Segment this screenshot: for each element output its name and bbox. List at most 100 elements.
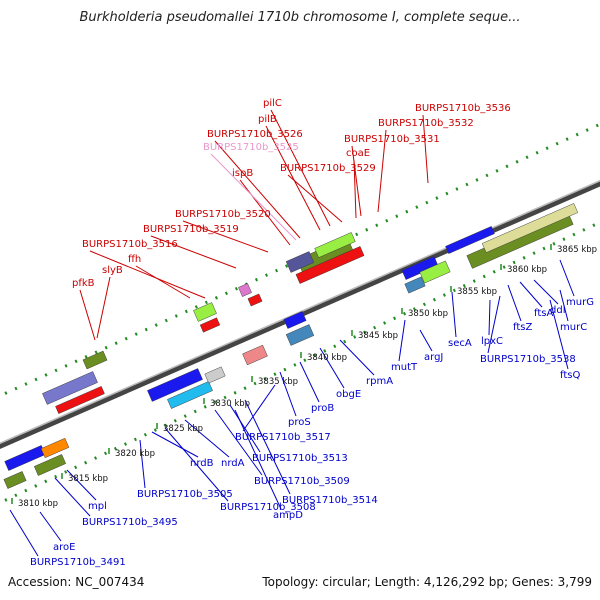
reverse-gene-label[interactable]: aroE [53,542,75,553]
reverse-gene-label[interactable]: proS [288,417,311,428]
reverse-gene-label[interactable]: proB [311,403,334,414]
leader-line [270,109,331,227]
reverse-gene-label[interactable]: secA [448,338,472,349]
leader-line [559,259,575,297]
reverse-gene-label[interactable]: nrdA [221,458,245,469]
forward-gene-label[interactable]: pfkB [72,278,95,289]
gene-block [285,251,315,273]
forward-gene-label[interactable]: BURPS1710b_3525 [203,142,299,153]
kbp-label: 3850 kbp [408,309,448,319]
leader-line [96,276,111,339]
kbp-label: 3840 kbp [307,353,347,363]
reverse-gene-label[interactable]: BURPS1710b_3491 [30,557,126,568]
leader-line [339,339,375,376]
leader-line [507,284,522,322]
gene-block [283,311,307,329]
kbp-label: 3855 kbp [457,287,497,297]
leader-line [210,153,297,241]
leader-line [139,439,146,489]
reverse-gene-labels: BURPS1710b_3491 aroE BURPS1710b_3495 mpl BUR… [30,297,594,568]
leader-line [66,469,97,501]
gene-block [295,246,365,284]
reverse-gene-label[interactable]: ampD [273,510,303,521]
gene-block [40,437,70,459]
forward-gene-label[interactable]: ffh [128,254,141,265]
leader-line [214,140,301,239]
reverse-gene-label[interactable]: BURPS1710b_3508 [220,502,316,513]
gene-block [193,302,217,322]
leader-line [549,299,569,370]
reverse-gene-label[interactable]: ftsZ [513,322,532,333]
forward-gene-label[interactable]: slyB [102,265,123,276]
gene-block [242,344,268,366]
gene-block [33,454,67,476]
tick-rows [0,122,600,505]
reverse-gene-label[interactable]: mutT [391,362,418,373]
leader-line [287,174,343,223]
gene-block [445,226,495,254]
reverse-gene-label[interactable]: ftsA [534,308,553,319]
reverse-gene-label[interactable]: BURPS1710b_3505 [137,489,233,500]
forward-gene-label[interactable]: BURPS1710b_3520 [175,209,271,220]
reverse-gene-label[interactable]: nrdB [190,458,214,469]
accession-text: Accession: NC_007434 [8,575,145,589]
reverse-gene-label[interactable]: obgE [336,389,361,400]
leader-line [279,371,297,417]
leader-line [54,477,91,517]
leader-line [533,279,559,305]
leader-line [488,299,491,336]
kbp-label: 3815 kbp [68,474,108,484]
gene-block [199,317,221,333]
leader-line [135,265,191,299]
reverse-gene-label[interactable]: BURPS1710b_3514 [282,495,378,506]
gene-block [247,293,263,307]
leader-line [39,511,62,542]
reverse-gene-label[interactable]: BURPS1710b_3517 [235,432,331,443]
leader-line [234,409,282,510]
forward-gene-label[interactable]: BURPS1710b_3519 [143,224,239,235]
reverse-gene-label[interactable]: lpxC [481,336,503,347]
reverse-gene-label[interactable]: BURPS1710b_3509 [254,476,350,487]
reverse-gene-label[interactable]: mpl [88,501,107,512]
reverse-gene-label[interactable]: ddl [550,305,565,316]
forward-gene-label[interactable]: BURPS1710b_3532 [378,118,474,129]
forward-gene-label[interactable]: ispB [232,168,253,179]
leader-line [519,281,543,308]
label-leader-lines [9,109,575,557]
forward-gene-label[interactable]: BURPS1710b_3516 [82,239,178,250]
forward-gene-label[interactable]: BURPS1710b_3531 [344,134,440,145]
leader-line [151,431,199,458]
leader-line [9,509,39,557]
kbp-label: 3825 kbp [163,424,203,434]
leader-line [319,347,345,389]
forward-gene-label[interactable]: BURPS1710b_3536 [415,103,511,114]
leader-line [487,295,501,354]
reverse-gene-label[interactable]: BURPS1710b_3495 [82,517,178,528]
gene-block [167,381,213,409]
reverse-gene-label[interactable]: BURPS1710b_3513 [252,453,348,464]
reverse-gene-label[interactable]: rpmA [366,376,393,387]
forward-gene-label[interactable]: coaE [346,148,370,159]
reverse-gene-label[interactable]: BURPS1710b_3538 [480,354,576,365]
kbp-label: 3865 kbp [557,245,597,255]
gene-block [204,366,226,384]
reverse-gene-label[interactable]: murG [566,297,594,308]
gene-block [481,203,579,253]
leader-line [559,289,569,322]
forward-gene-label[interactable]: pilC [263,98,282,109]
leader-line [79,289,96,341]
leader-line [351,145,362,217]
gene-block [285,324,315,346]
gene-block [42,371,98,405]
reverse-gene-label[interactable]: murC [560,322,587,333]
reverse-gene-label[interactable]: argJ [424,352,443,363]
forward-gene-label[interactable]: BURPS1710b_3526 [207,129,303,140]
kbp-label: 3830 kbp [210,399,250,409]
leader-line [451,291,457,338]
reverse-gene-label[interactable]: ftsQ [560,370,580,381]
forward-gene-label[interactable]: pilB [258,114,277,125]
forward-gene-label[interactable]: BURPS1710b_3529 [280,163,376,174]
gene-block [55,386,105,414]
kbp-label: 3810 kbp [18,499,58,509]
